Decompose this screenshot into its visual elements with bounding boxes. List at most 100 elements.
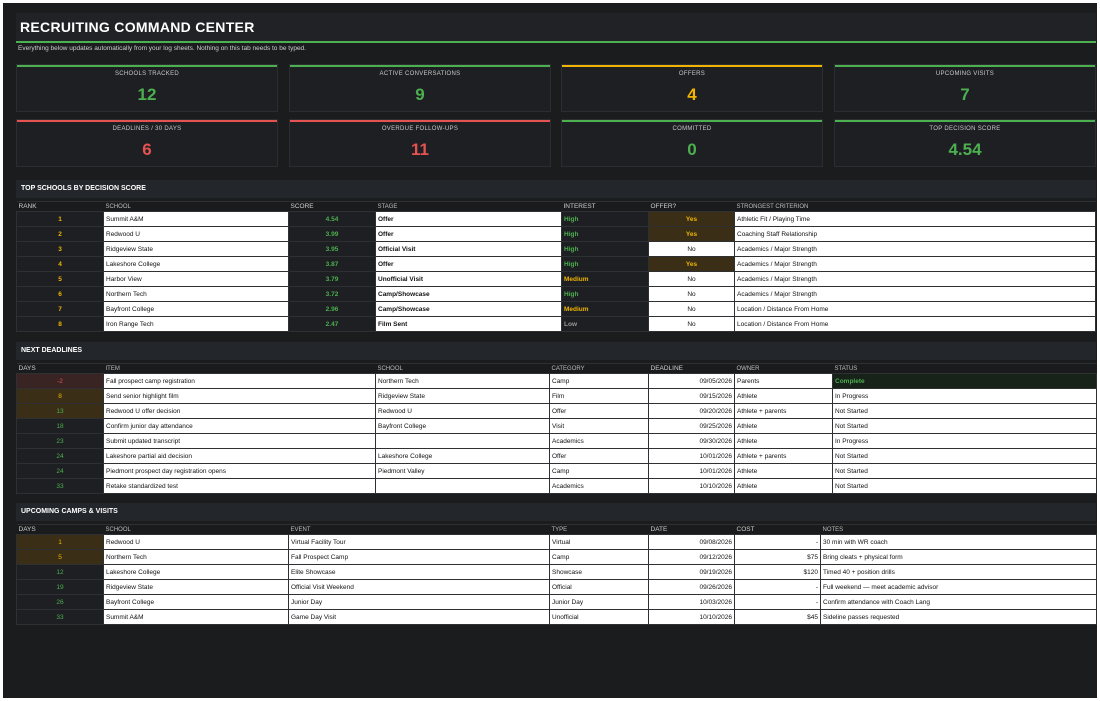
item-cell[interactable]: Submit updated transcript (103, 433, 376, 449)
status-cell[interactable]: In Progress (832, 433, 1097, 449)
notes-cell[interactable]: Sideline passes requested (820, 609, 1097, 625)
school-cell[interactable]: Bayfront College (103, 594, 289, 610)
offer-cell[interactable]: No (648, 316, 735, 332)
interest-cell[interactable]: High (561, 256, 649, 272)
days-cell[interactable]: 24 (16, 463, 104, 479)
owner-cell[interactable]: Athlete + parents (734, 448, 833, 464)
stage-cell[interactable]: Camp/Showcase (375, 301, 562, 317)
interest-cell[interactable]: Low (561, 316, 649, 332)
interest-cell[interactable]: Medium (561, 301, 649, 317)
school-cell[interactable] (375, 433, 550, 449)
offer-cell[interactable]: Yes (648, 256, 735, 272)
criterion-cell[interactable]: Athletic Fit / Playing Time (734, 211, 1096, 227)
rank-cell[interactable]: 2 (16, 226, 104, 242)
rank-cell[interactable]: 8 (16, 316, 104, 332)
school-cell[interactable]: Northern Tech (103, 286, 289, 302)
status-cell[interactable]: Not Started (832, 403, 1097, 419)
type-cell[interactable]: Junior Day (549, 594, 649, 610)
category-cell[interactable]: Film (549, 388, 649, 404)
criterion-cell[interactable]: Coaching Staff Relationship (734, 226, 1096, 242)
interest-cell[interactable]: High (561, 241, 649, 257)
school-cell[interactable]: Bayfront College (103, 301, 289, 317)
column-header[interactable]: SCHOOL (375, 363, 550, 374)
score-cell[interactable]: 3.72 (288, 286, 376, 302)
criterion-cell[interactable]: Location / Distance From Home (734, 316, 1096, 332)
rank-cell[interactable]: 6 (16, 286, 104, 302)
stage-cell[interactable]: Official Visit (375, 241, 562, 257)
column-header[interactable]: DAYS (16, 363, 104, 374)
days-cell[interactable]: 33 (16, 478, 104, 494)
school-cell[interactable]: Ridgeview State (103, 241, 289, 257)
rank-cell[interactable]: 3 (16, 241, 104, 257)
item-cell[interactable]: Retake standardized test (103, 478, 376, 494)
category-cell[interactable]: Camp (549, 373, 649, 389)
deadline-cell[interactable]: 09/25/2026 (648, 418, 735, 434)
event-cell[interactable]: Junior Day (288, 594, 550, 610)
cost-cell[interactable]: $45 (734, 609, 821, 625)
status-cell[interactable]: Complete (832, 373, 1097, 389)
days-cell[interactable]: 8 (16, 388, 104, 404)
column-header[interactable]: NOTES (820, 524, 1097, 535)
cost-cell[interactable]: $75 (734, 549, 821, 565)
date-cell[interactable]: 10/10/2026 (648, 609, 735, 625)
date-cell[interactable]: 10/03/2026 (648, 594, 735, 610)
column-header[interactable]: STAGE (375, 201, 562, 212)
days-cell[interactable]: 19 (16, 579, 104, 595)
deadline-cell[interactable]: 10/01/2026 (648, 448, 735, 464)
criterion-cell[interactable]: Academics / Major Strength (734, 271, 1096, 287)
deadline-cell[interactable]: 09/30/2026 (648, 433, 735, 449)
interest-cell[interactable]: Medium (561, 271, 649, 287)
school-cell[interactable]: Harbor View (103, 271, 289, 287)
column-header[interactable]: COST (734, 524, 821, 535)
column-header[interactable]: TYPE (549, 524, 649, 535)
rank-cell[interactable]: 5 (16, 271, 104, 287)
type-cell[interactable]: Unofficial (549, 609, 649, 625)
owner-cell[interactable]: Athlete + parents (734, 403, 833, 419)
cost-cell[interactable]: - (734, 534, 821, 550)
offer-cell[interactable]: Yes (648, 211, 735, 227)
offer-cell[interactable]: No (648, 301, 735, 317)
days-cell[interactable]: 1 (16, 534, 104, 550)
status-cell[interactable]: Not Started (832, 463, 1097, 479)
column-header[interactable]: RANK (16, 201, 104, 212)
column-header[interactable]: OWNER (734, 363, 833, 374)
date-cell[interactable]: 09/08/2026 (648, 534, 735, 550)
owner-cell[interactable]: Athlete (734, 478, 833, 494)
date-cell[interactable]: 09/12/2026 (648, 549, 735, 565)
rank-cell[interactable]: 1 (16, 211, 104, 227)
school-cell[interactable]: Northern Tech (375, 373, 550, 389)
column-header[interactable]: EVENT (288, 524, 550, 535)
category-cell[interactable]: Academics (549, 433, 649, 449)
rank-cell[interactable]: 7 (16, 301, 104, 317)
item-cell[interactable]: Piedmont prospect day registration opens (103, 463, 376, 479)
interest-cell[interactable]: High (561, 286, 649, 302)
item-cell[interactable]: Fall prospect camp registration (103, 373, 376, 389)
school-cell[interactable] (375, 478, 550, 494)
category-cell[interactable]: Visit (549, 418, 649, 434)
status-cell[interactable]: Not Started (832, 448, 1097, 464)
category-cell[interactable]: Offer (549, 448, 649, 464)
column-header[interactable]: OFFER? (648, 201, 735, 212)
deadline-cell[interactable]: 10/10/2026 (648, 478, 735, 494)
status-cell[interactable]: In Progress (832, 388, 1097, 404)
deadline-cell[interactable]: 09/05/2026 (648, 373, 735, 389)
owner-cell[interactable]: Athlete (734, 463, 833, 479)
score-cell[interactable]: 2.47 (288, 316, 376, 332)
offer-cell[interactable]: No (648, 241, 735, 257)
rank-cell[interactable]: 4 (16, 256, 104, 272)
days-cell[interactable]: 5 (16, 549, 104, 565)
event-cell[interactable]: Game Day Visit (288, 609, 550, 625)
score-cell[interactable]: 4.54 (288, 211, 376, 227)
school-cell[interactable]: Redwood U (103, 534, 289, 550)
school-cell[interactable]: Lakeshore College (375, 448, 550, 464)
days-cell[interactable]: 24 (16, 448, 104, 464)
column-header[interactable]: DAYS (16, 524, 104, 535)
offer-cell[interactable]: Yes (648, 226, 735, 242)
school-cell[interactable]: Lakeshore College (103, 256, 289, 272)
interest-cell[interactable]: High (561, 211, 649, 227)
column-header[interactable]: DEADLINE (648, 363, 735, 374)
owner-cell[interactable]: Parents (734, 373, 833, 389)
item-cell[interactable]: Confirm junior day attendance (103, 418, 376, 434)
stage-cell[interactable]: Offer (375, 256, 562, 272)
cost-cell[interactable]: - (734, 594, 821, 610)
